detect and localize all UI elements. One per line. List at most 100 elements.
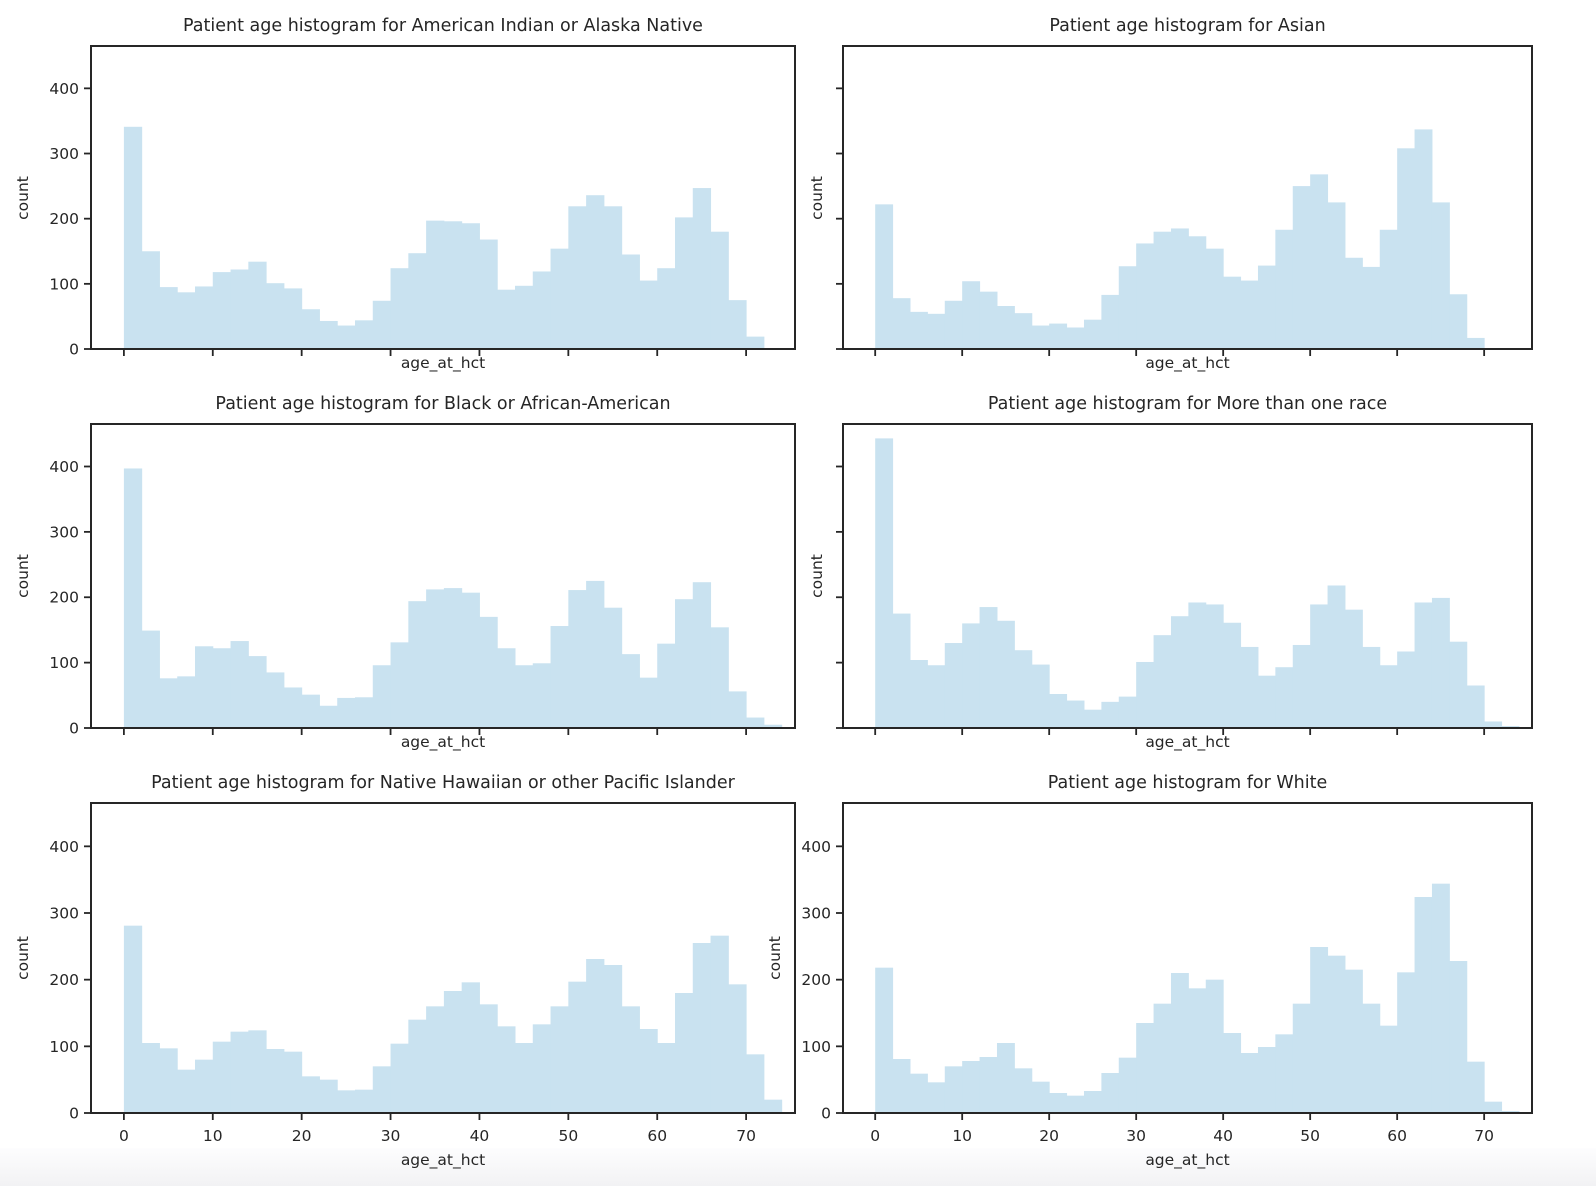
plot-frame bbox=[842, 802, 1533, 1114]
histogram-bar bbox=[996, 1043, 1015, 1113]
histogram-bar bbox=[1240, 646, 1259, 728]
histogram-bar bbox=[515, 1043, 534, 1113]
histogram-bar bbox=[230, 1031, 249, 1113]
histogram-bar bbox=[390, 268, 409, 349]
histogram-bar bbox=[301, 309, 320, 349]
x-axis-label: age_at_hct bbox=[400, 354, 486, 372]
histogram-bar bbox=[408, 1019, 427, 1113]
histogram-bar bbox=[266, 283, 285, 349]
x-tick-label: 30 bbox=[381, 1127, 401, 1145]
histogram-bar bbox=[141, 630, 160, 728]
histogram-bar bbox=[1449, 641, 1468, 728]
histogram-bar bbox=[123, 126, 143, 349]
y-tick-label: 200 bbox=[801, 971, 831, 989]
x-tick-label: 30 bbox=[1126, 1127, 1146, 1145]
histogram-bar bbox=[319, 705, 338, 728]
histogram-bar bbox=[1136, 243, 1155, 349]
histogram-bar bbox=[728, 984, 747, 1113]
histogram-bar bbox=[728, 300, 747, 349]
histogram-bar bbox=[962, 623, 981, 728]
x-tick-label: 0 bbox=[870, 1127, 880, 1145]
histogram-bar bbox=[1136, 661, 1155, 728]
x-axis-label: age_at_hct bbox=[1145, 354, 1230, 372]
histogram-bar bbox=[927, 313, 946, 349]
histogram-bar bbox=[1188, 988, 1207, 1113]
panel-title: Patient age histogram for Native Hawaiia… bbox=[151, 773, 735, 793]
x-tick-label: 70 bbox=[736, 1127, 756, 1145]
histogram-bar bbox=[1379, 1025, 1398, 1113]
histogram-bar bbox=[443, 221, 463, 349]
histogram-bar bbox=[1014, 313, 1033, 349]
x-axis-label: age_at_hct bbox=[1145, 1151, 1230, 1169]
y-tick-label: 200 bbox=[49, 210, 79, 228]
histogram-bar bbox=[1101, 1073, 1120, 1113]
histogram-bar bbox=[159, 287, 178, 349]
footer-gradient-band bbox=[0, 1148, 1596, 1186]
histogram-bar bbox=[1275, 667, 1294, 728]
histogram-plot bbox=[836, 423, 1533, 735]
histogram-bar bbox=[443, 991, 463, 1113]
histogram-bar bbox=[1240, 280, 1259, 349]
histogram-bar bbox=[621, 1006, 640, 1113]
histogram-plot bbox=[836, 45, 1533, 356]
histogram-bar bbox=[372, 300, 392, 349]
histogram-bar bbox=[1327, 202, 1346, 349]
histogram-bar bbox=[1205, 248, 1224, 349]
histogram-bar bbox=[177, 676, 196, 728]
histogram-bar bbox=[550, 248, 569, 349]
histogram-bar bbox=[944, 1066, 963, 1113]
histogram-bar bbox=[1344, 257, 1363, 349]
histogram-bar bbox=[675, 599, 694, 728]
histogram-bar bbox=[944, 643, 963, 728]
histogram-bar bbox=[1031, 1081, 1050, 1113]
histogram-bar bbox=[1466, 685, 1485, 728]
histogram-bar bbox=[927, 665, 946, 728]
plot-frame bbox=[842, 423, 1533, 729]
histogram-bar bbox=[479, 616, 498, 728]
histogram-bar bbox=[603, 206, 623, 349]
histogram-bar bbox=[892, 1059, 911, 1113]
x-tick-label: 20 bbox=[292, 1127, 312, 1145]
histogram-bar bbox=[1031, 664, 1050, 728]
panel-title: Patient age histogram for More than one … bbox=[987, 394, 1388, 414]
x-tick-label: 0 bbox=[119, 1127, 129, 1145]
x-axis-label: age_at_hct bbox=[400, 1151, 486, 1169]
histogram-bar bbox=[390, 642, 409, 728]
histogram-bar bbox=[1362, 1003, 1381, 1113]
histogram-bar bbox=[1379, 665, 1398, 728]
y-tick-label: 0 bbox=[69, 720, 79, 738]
histogram-bar bbox=[195, 286, 214, 349]
histogram-bar bbox=[1292, 1003, 1311, 1113]
histogram-bar bbox=[657, 268, 676, 349]
x-tick-label: 40 bbox=[470, 1127, 490, 1145]
histogram-bar bbox=[1118, 266, 1137, 349]
histogram-bar bbox=[177, 1069, 196, 1113]
histogram-bar bbox=[875, 967, 894, 1113]
histogram-bar bbox=[979, 607, 998, 728]
histogram-bar bbox=[426, 220, 445, 349]
histogram-bar bbox=[639, 677, 658, 728]
histogram-bar bbox=[319, 1079, 338, 1113]
histogram-bar bbox=[532, 663, 552, 728]
histogram-bar bbox=[1049, 323, 1068, 349]
histogram-bar bbox=[909, 660, 928, 728]
histogram-bar bbox=[1223, 276, 1242, 349]
histogram-bar bbox=[1136, 1023, 1155, 1113]
histogram-bar bbox=[927, 1082, 946, 1113]
histogram-bar bbox=[586, 195, 605, 349]
histogram-bar bbox=[1414, 602, 1433, 728]
histogram-bar bbox=[746, 1054, 765, 1113]
histogram-bar bbox=[1101, 701, 1120, 728]
histogram-bar bbox=[443, 588, 463, 728]
histogram-bar bbox=[979, 1057, 998, 1113]
histogram-bar bbox=[692, 582, 712, 728]
histogram-bar bbox=[1484, 1101, 1503, 1113]
histogram-bar bbox=[1414, 897, 1433, 1113]
histogram-bar bbox=[461, 592, 480, 728]
histogram-bar bbox=[675, 993, 694, 1113]
histogram-bar bbox=[1205, 604, 1224, 728]
histogram-bar bbox=[1466, 337, 1485, 349]
histogram-bar bbox=[141, 251, 160, 349]
histogram-bar bbox=[639, 280, 658, 349]
